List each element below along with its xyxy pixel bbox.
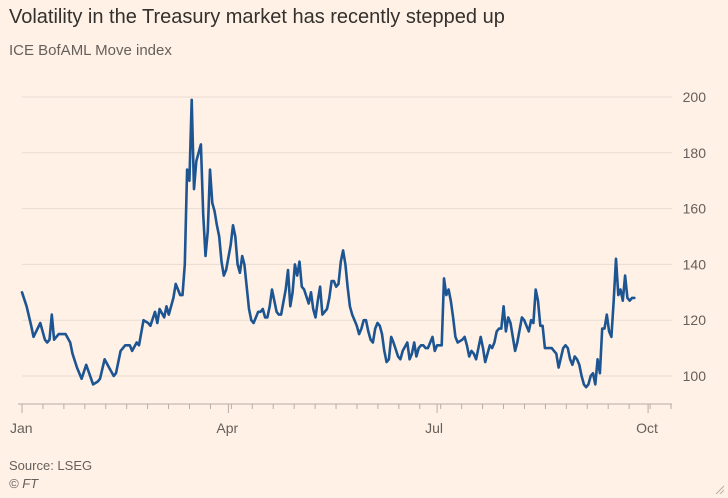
x-tick-label-oct: Oct	[636, 420, 658, 436]
y-tick-label-120: 120	[683, 312, 707, 328]
y-tick-label-100: 100	[683, 368, 707, 384]
series-layer	[20, 98, 636, 389]
x-tick-label-apr: Apr	[216, 420, 238, 436]
y-tick-label-160: 160	[683, 201, 707, 217]
source-note: Source: LSEG	[9, 458, 93, 473]
x-tick-label-jul: Jul	[425, 420, 443, 436]
resize-grip-icon	[715, 485, 724, 494]
y-tick-label-180: 180	[683, 145, 707, 161]
ft-credit: © FT	[9, 476, 39, 491]
chart-subtitle: ICE BofAML Move index	[9, 42, 172, 59]
chart-title: Volatility in the Treasury market has re…	[9, 6, 505, 28]
grid-lines	[22, 96, 672, 377]
x-tick-label-jan: Jan	[10, 420, 33, 436]
series-line-0	[20, 98, 636, 389]
y-tick-label-200: 200	[683, 89, 707, 105]
y-tick-label-140: 140	[683, 256, 707, 272]
tick-labels: 100 120 140 160 180 200 Jan Apr Jul Oct	[10, 89, 706, 436]
axes	[18, 403, 672, 413]
